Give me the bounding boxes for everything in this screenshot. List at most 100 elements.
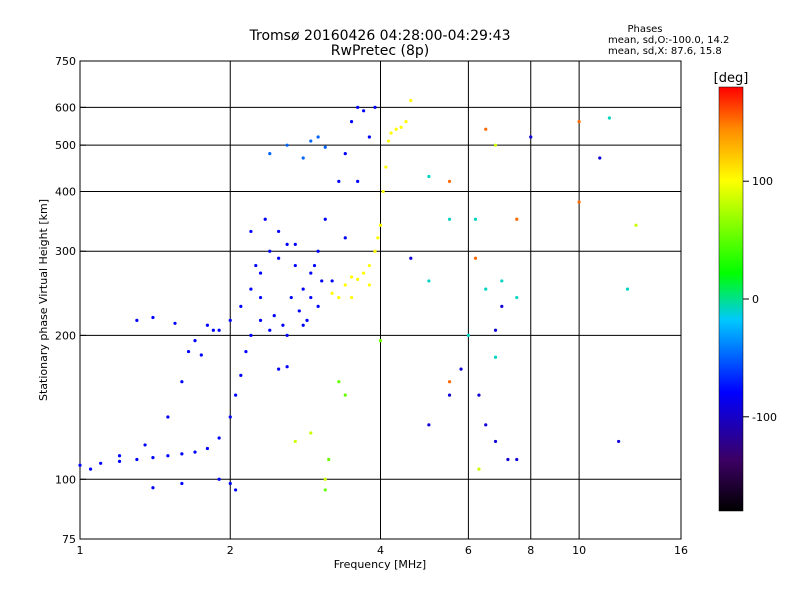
echo-point <box>234 393 238 397</box>
echo-point <box>373 105 377 109</box>
echo-point <box>151 315 155 320</box>
echo-point <box>249 333 253 337</box>
echo-point <box>293 242 297 247</box>
echo-point <box>386 139 391 143</box>
colorbar-tick-label: 100 <box>752 175 773 188</box>
colorbar: [deg] 100 0 -100 <box>714 71 777 512</box>
echo-point <box>473 217 478 221</box>
echo-point <box>151 486 155 490</box>
echo-point <box>349 120 354 124</box>
echo-point <box>362 109 366 113</box>
echo-point <box>88 467 93 471</box>
stats-heading: Phases <box>627 24 662 35</box>
x-tick-label: 10 <box>572 544 586 557</box>
echo-point <box>409 256 413 260</box>
y-tick-label: 750 <box>55 55 76 68</box>
y-axis-label: Stationary phase Virtual Height [km] <box>37 199 50 401</box>
data-points <box>78 98 638 492</box>
echo-point <box>199 353 203 357</box>
echo-point <box>399 125 403 129</box>
echo-point <box>493 328 498 332</box>
echo-point <box>607 116 612 120</box>
echo-point <box>515 217 519 221</box>
echo-point <box>323 217 327 221</box>
echo-point <box>330 279 334 283</box>
echo-point <box>316 135 320 139</box>
echo-point <box>394 127 398 131</box>
echo-point <box>312 263 317 268</box>
echo-point <box>234 488 238 492</box>
echo-point <box>99 461 103 465</box>
echo-point <box>285 242 289 247</box>
echo-point <box>493 143 498 147</box>
echo-point <box>228 318 232 322</box>
echo-point <box>389 131 393 135</box>
echo-point <box>343 236 347 240</box>
echo-point <box>477 467 481 471</box>
echo-point <box>500 279 504 283</box>
echo-point <box>484 423 488 427</box>
echo-point <box>309 431 313 435</box>
echo-point <box>281 323 285 327</box>
colorbar-ticks: 100 0 -100 <box>743 175 777 424</box>
echo-point <box>217 477 221 481</box>
echo-point <box>239 373 243 377</box>
echo-point <box>337 380 341 384</box>
echo-point <box>466 333 470 337</box>
colorbar-gradient <box>718 86 744 512</box>
echo-point <box>309 271 313 275</box>
x-tick-label: 16 <box>674 544 688 557</box>
echo-point <box>249 287 253 291</box>
y-tick-label: 100 <box>55 473 76 486</box>
echo-point <box>228 415 232 419</box>
echo-point <box>263 217 267 221</box>
echo-point <box>244 349 248 354</box>
echo-point <box>186 349 191 354</box>
grid-lines <box>80 61 681 539</box>
echo-point <box>362 271 366 275</box>
echo-point <box>337 179 341 183</box>
x-axis-label: Frequency [MHz] <box>334 558 426 571</box>
echo-point <box>277 367 281 371</box>
colorbar-tick-label: 0 <box>752 293 759 306</box>
echo-point <box>285 365 289 369</box>
echo-point <box>477 393 481 397</box>
echo-point <box>577 200 581 204</box>
echo-point <box>409 98 413 103</box>
echo-point <box>427 174 431 179</box>
echo-point <box>293 263 297 268</box>
echo-point <box>285 143 289 147</box>
echo-point <box>205 446 210 451</box>
y-tick-label: 200 <box>55 329 76 342</box>
echo-point <box>228 481 232 486</box>
echo-point <box>343 283 347 287</box>
x-axis-ticks: 1 2 4 6 8 10 16 <box>77 544 689 557</box>
echo-point <box>577 120 581 124</box>
chart-subtitle: RwPretec (8p) <box>331 43 429 59</box>
echo-point <box>254 263 258 268</box>
x-tick-label: 4 <box>377 544 384 557</box>
echo-point <box>493 355 498 359</box>
echo-point <box>529 135 533 139</box>
echo-point <box>427 279 431 283</box>
colorbar-label: [deg] <box>714 71 749 86</box>
echo-point <box>166 415 170 419</box>
echo-point <box>323 488 327 492</box>
echo-point <box>447 380 452 384</box>
echo-point <box>205 323 210 327</box>
echo-point <box>447 393 452 397</box>
echo-point <box>598 156 602 160</box>
echo-point <box>349 275 354 279</box>
echo-point <box>258 318 263 322</box>
echo-point <box>135 318 139 322</box>
colorbar-tick-label: -100 <box>752 411 777 424</box>
chart-title: Tromsø 20160426 04:28:00-04:29:43 <box>249 28 511 44</box>
echo-point <box>493 439 498 444</box>
echo-point <box>373 249 377 253</box>
echo-point <box>447 217 452 221</box>
echo-point <box>459 367 463 371</box>
echo-point <box>180 380 184 384</box>
echo-point <box>217 436 221 440</box>
echo-point <box>506 457 510 462</box>
